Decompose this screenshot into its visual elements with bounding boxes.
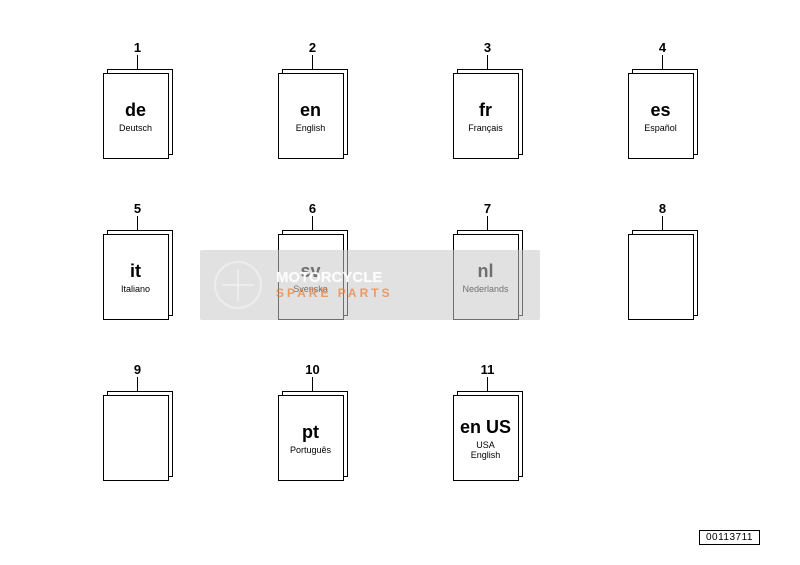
language-code: fr xyxy=(479,100,492,121)
language-code: en US xyxy=(460,417,511,438)
row-1: 1 de Deutsch 2 en English 3 fr Français 4 es Españo… xyxy=(50,40,750,161)
callout-number: 11 xyxy=(481,362,495,377)
callout-number: 6 xyxy=(309,201,316,216)
leader-line xyxy=(487,216,488,230)
language-label: Português xyxy=(290,445,331,455)
callout-number: 10 xyxy=(305,362,319,377)
language-label: Français xyxy=(468,123,503,133)
language-code: sv xyxy=(300,261,320,282)
book-cell-8: 8 xyxy=(575,201,750,322)
leader-line xyxy=(137,377,138,391)
book-front-page: de Deutsch xyxy=(103,73,169,159)
book-cell-2: 2 en English xyxy=(225,40,400,161)
leader-line xyxy=(312,377,313,391)
book-icon: de Deutsch xyxy=(103,69,173,161)
book-icon: fr Français xyxy=(453,69,523,161)
empty-cell xyxy=(575,362,750,483)
language-label: Nederlands xyxy=(462,284,508,294)
row-2: 5 it Italiano 6 sv Svenska 7 nl Nederlands 8 xyxy=(50,201,750,322)
language-label: Deutsch xyxy=(119,123,152,133)
language-label: English xyxy=(296,123,326,133)
book-front-page xyxy=(628,234,694,320)
callout-number: 1 xyxy=(134,40,141,55)
book-front-page: sv Svenska xyxy=(278,234,344,320)
book-icon: sv Svenska xyxy=(278,230,348,322)
book-icon: en USUSA English xyxy=(453,391,523,483)
callout-number: 3 xyxy=(484,40,491,55)
book-icon xyxy=(103,391,173,483)
diagram-grid: 1 de Deutsch 2 en English 3 fr Français 4 es Españo… xyxy=(50,40,750,523)
book-cell-1: 1 de Deutsch xyxy=(50,40,225,161)
book-front-page: en English xyxy=(278,73,344,159)
book-cell-11: 11 en USUSA English xyxy=(400,362,575,483)
row-3: 9 10 pt Português 11 en USUSA English xyxy=(50,362,750,483)
book-front-page xyxy=(103,395,169,481)
book-cell-9: 9 xyxy=(50,362,225,483)
callout-number: 4 xyxy=(659,40,666,55)
leader-line xyxy=(662,216,663,230)
leader-line xyxy=(312,55,313,69)
book-front-page: it Italiano xyxy=(103,234,169,320)
book-icon: pt Português xyxy=(278,391,348,483)
language-code: nl xyxy=(478,261,494,282)
language-code: es xyxy=(650,100,670,121)
book-icon: es Español xyxy=(628,69,698,161)
book-front-page: fr Français xyxy=(453,73,519,159)
leader-line xyxy=(487,377,488,391)
language-code: de xyxy=(125,100,146,121)
part-number-box: 00113711 xyxy=(699,530,760,545)
leader-line xyxy=(662,55,663,69)
book-front-page: pt Português xyxy=(278,395,344,481)
language-code: pt xyxy=(302,422,319,443)
book-icon: nl Nederlands xyxy=(453,230,523,322)
book-cell-10: 10 pt Português xyxy=(225,362,400,483)
leader-line xyxy=(487,55,488,69)
leader-line xyxy=(312,216,313,230)
book-icon xyxy=(628,230,698,322)
book-front-page: en USUSA English xyxy=(453,395,519,481)
language-code: en xyxy=(300,100,321,121)
language-label: Italiano xyxy=(121,284,150,294)
book-cell-4: 4 es Español xyxy=(575,40,750,161)
leader-line xyxy=(137,55,138,69)
book-cell-7: 7 nl Nederlands xyxy=(400,201,575,322)
callout-number: 5 xyxy=(134,201,141,216)
book-cell-6: 6 sv Svenska xyxy=(225,201,400,322)
callout-number: 9 xyxy=(134,362,141,377)
callout-number: 7 xyxy=(484,201,491,216)
leader-line xyxy=(137,216,138,230)
book-front-page: es Español xyxy=(628,73,694,159)
language-label: Svenska xyxy=(293,284,328,294)
book-icon: it Italiano xyxy=(103,230,173,322)
book-icon: en English xyxy=(278,69,348,161)
language-label: USA English xyxy=(471,440,501,460)
book-front-page: nl Nederlands xyxy=(453,234,519,320)
language-code: it xyxy=(130,261,141,282)
language-label: Español xyxy=(644,123,677,133)
callout-number: 2 xyxy=(309,40,316,55)
book-cell-5: 5 it Italiano xyxy=(50,201,225,322)
callout-number: 8 xyxy=(659,201,666,216)
book-cell-3: 3 fr Français xyxy=(400,40,575,161)
